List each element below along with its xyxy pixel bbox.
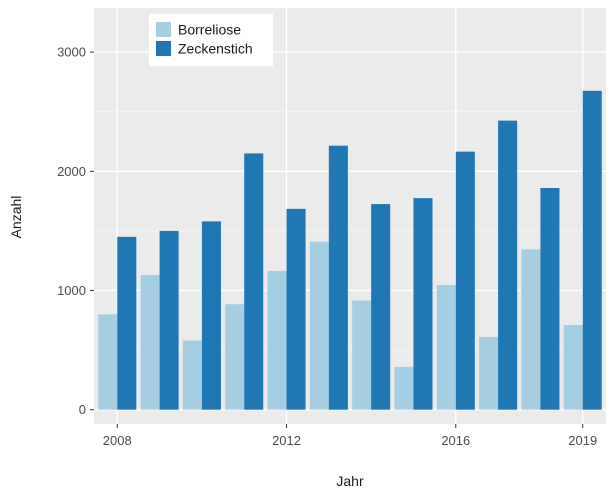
x-tick-label: 2012 <box>272 433 301 448</box>
bar-borreliose-2008 <box>98 314 118 410</box>
x-axis-title: Jahr <box>336 473 364 489</box>
legend-swatch-zeckenstich <box>156 41 171 56</box>
bar-borreliose-2016 <box>436 285 456 410</box>
bar-borreliose-2012 <box>267 270 287 410</box>
bar-borreliose-2015 <box>394 366 414 410</box>
bars <box>98 90 602 410</box>
legend-swatch-borreliose <box>156 22 171 37</box>
legend-label-borreliose: Borreliose <box>178 22 241 38</box>
bar-zeckenstich-2013 <box>328 145 348 410</box>
panel-background <box>94 8 606 424</box>
bar-zeckenstich-2014 <box>371 204 391 410</box>
bar-zeckenstich-2019 <box>582 90 602 410</box>
bar-borreliose-2014 <box>352 300 372 410</box>
axes: 0 1000 2000 3000 2008 2012 2016 2019 <box>57 45 597 448</box>
bar-zeckenstich-2010 <box>201 221 221 410</box>
bar-borreliose-2017 <box>479 336 499 410</box>
bar-zeckenstich-2008 <box>117 236 137 410</box>
bar-zeckenstich-2012 <box>286 208 306 410</box>
y-axis-title: Anzahl <box>8 196 24 239</box>
bar-zeckenstich-2017 <box>498 120 518 410</box>
bar-borreliose-2010 <box>182 340 202 410</box>
bar-borreliose-2018 <box>521 249 541 410</box>
bar-borreliose-2013 <box>309 241 329 410</box>
y-tick-label: 2000 <box>57 164 86 179</box>
bar-zeckenstich-2009 <box>159 230 179 410</box>
y-tick-label: 0 <box>79 402 86 417</box>
bar-borreliose-2011 <box>225 304 245 410</box>
bar-zeckenstich-2018 <box>540 187 560 410</box>
bar-borreliose-2009 <box>140 275 160 410</box>
legend-label-zeckenstich: Zeckenstich <box>178 41 253 57</box>
bar-zeckenstich-2016 <box>455 151 475 410</box>
legend: Borreliose Zeckenstich <box>149 14 273 66</box>
bar-borreliose-2019 <box>563 325 583 410</box>
bar-zeckenstich-2011 <box>244 153 264 410</box>
bar-zeckenstich-2015 <box>413 198 433 410</box>
y-tick-label: 3000 <box>57 45 86 60</box>
x-tick-label: 2019 <box>568 433 597 448</box>
x-tick-label: 2016 <box>441 433 470 448</box>
y-tick-label: 1000 <box>57 283 86 298</box>
x-tick-label: 2008 <box>103 433 132 448</box>
